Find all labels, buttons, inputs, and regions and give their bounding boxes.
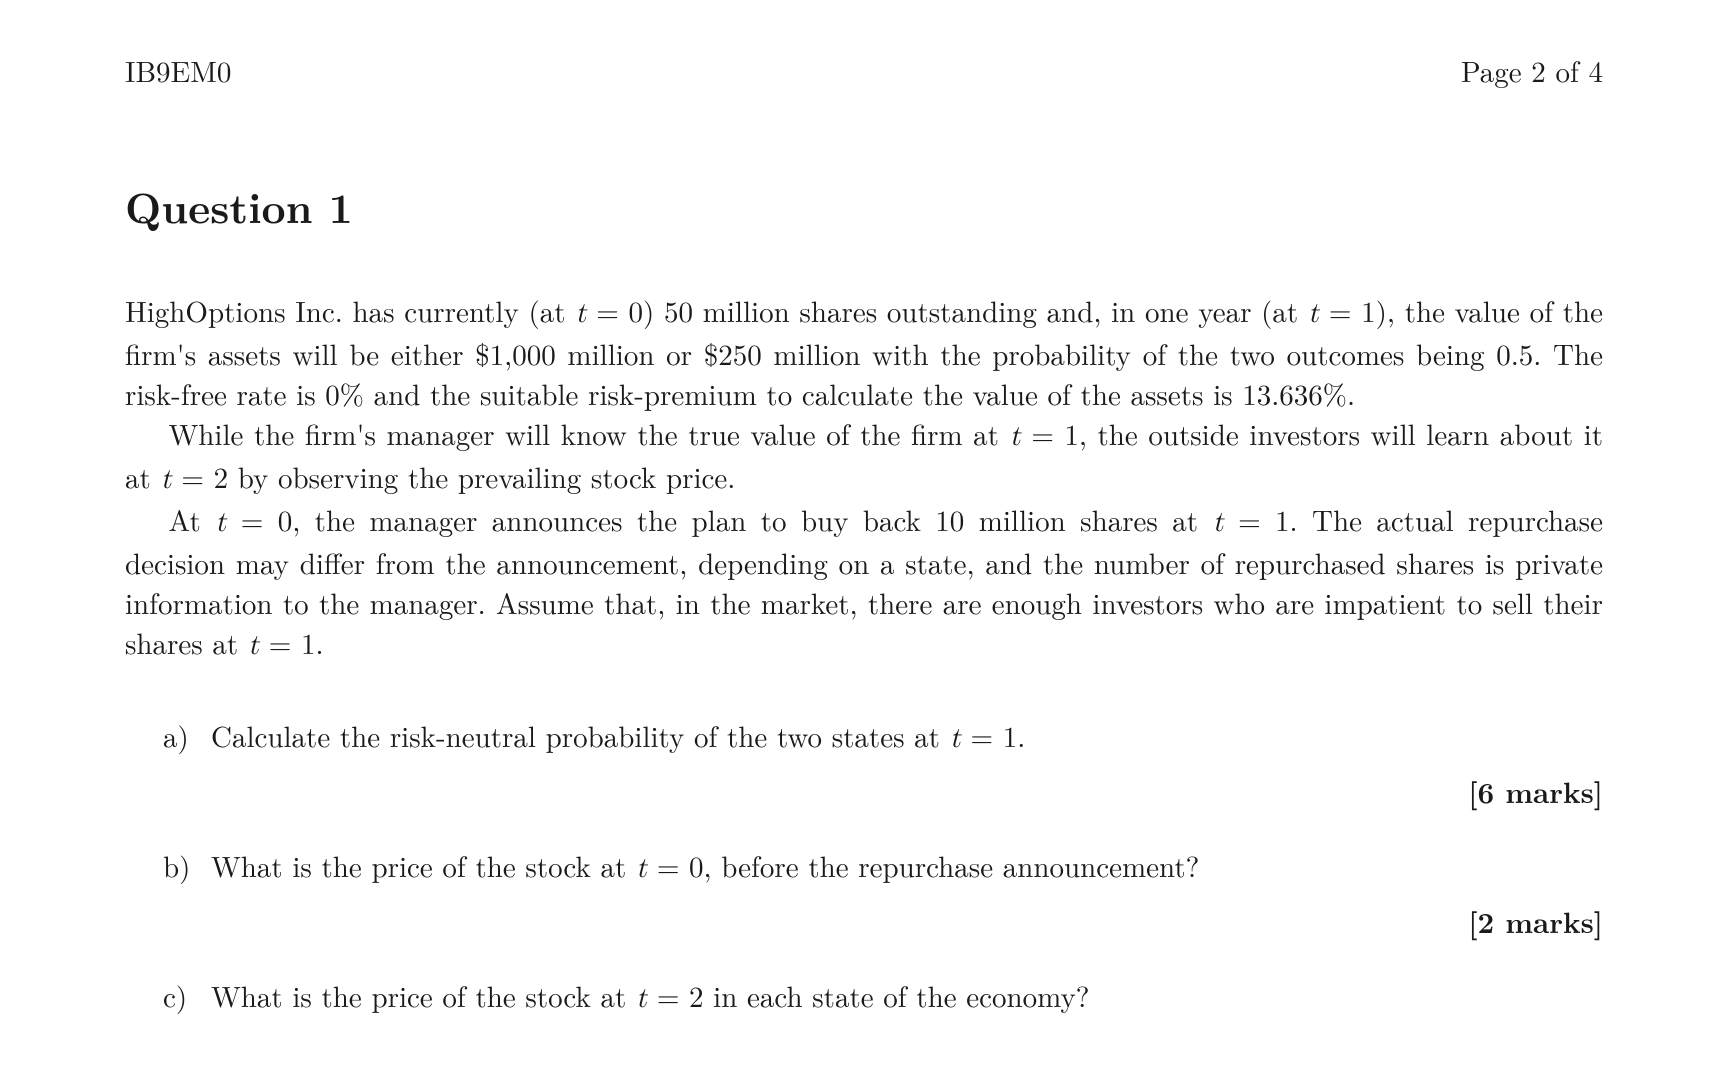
sub-question-label: b) [163, 846, 199, 889]
sub-question-text: What is the price of the stock at t = 2 … [211, 976, 1603, 1019]
question-heading: Question 1 [125, 176, 1603, 236]
math-t0: t = 0 [636, 854, 704, 883]
sub-question-text: What is the price of the stock at t = 0,… [211, 846, 1603, 889]
math-t1: t = 1 [1010, 422, 1079, 451]
math-t0: t = 0 [215, 508, 292, 537]
paragraph-1: HighOptions Inc. has currently (at t = 0… [125, 291, 1603, 414]
sub-question-b: b) What is the price of the stock at t =… [163, 846, 1603, 941]
sub-question-c: c) What is the price of the stock at t =… [163, 976, 1603, 1019]
math-t1: t = 1 [950, 724, 1018, 753]
sub-question-a: a) Calculate the risk-neutral probabilit… [163, 716, 1603, 811]
sub-question-text: Calculate the risk-neutral probability o… [211, 716, 1603, 759]
math-t2: t = 2 [160, 465, 228, 494]
sub-question-label: c) [163, 976, 199, 1019]
sub-question-label: a) [163, 716, 199, 759]
math-t2: t = 2 [636, 984, 704, 1013]
math-t1: t = 1 [1308, 299, 1376, 328]
course-code: IB9EM0 [125, 50, 231, 91]
page-number: Page 2 of 4 [1461, 50, 1603, 91]
marks-label: [2 marks] [163, 901, 1603, 941]
math-t1: t = 1 [1212, 508, 1289, 537]
question-body: HighOptions Inc. has currently (at t = 0… [125, 291, 1603, 666]
math-t1: t = 1 [248, 631, 316, 660]
page-header: IB9EM0 Page 2 of 4 [125, 50, 1603, 91]
exam-page: IB9EM0 Page 2 of 4 Question 1 HighOption… [0, 0, 1728, 1019]
marks-label: [6 marks] [163, 771, 1603, 811]
paragraph-3: At t = 0, the manager announces the plan… [125, 500, 1603, 666]
sub-question-list: a) Calculate the risk-neutral probabilit… [125, 716, 1603, 1019]
math-t0: t = 0 [575, 299, 643, 328]
paragraph-2: While the firm's manager will know the t… [125, 414, 1603, 500]
